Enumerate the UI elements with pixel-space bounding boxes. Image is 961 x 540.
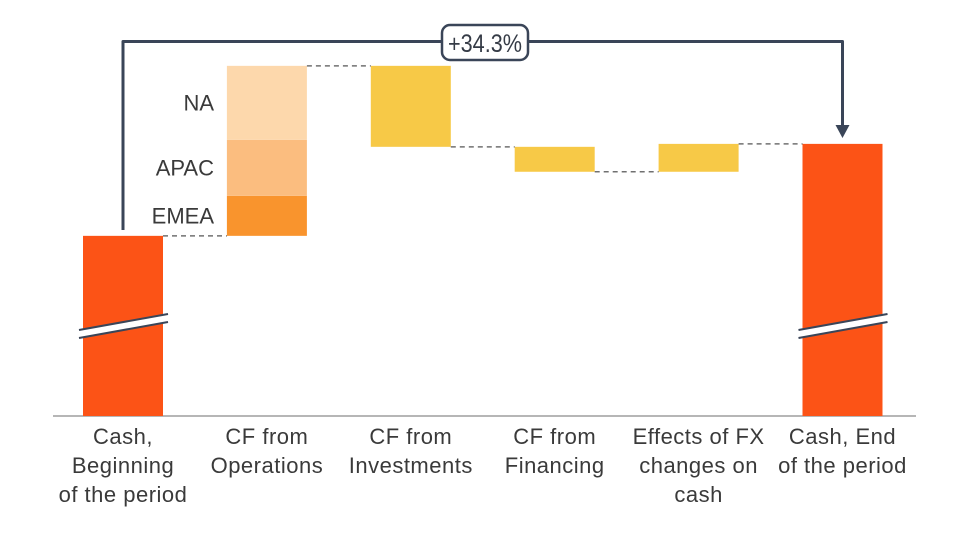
bar-effects-of-fx-changes-on-cash [658, 143, 739, 172]
axis-break-line [78, 321, 169, 339]
bar-segment-na [226, 65, 307, 140]
axis-break-band [79, 314, 168, 338]
segment-label-emea: EMEA [152, 203, 215, 228]
bar-cash-end-of-the-period [802, 143, 883, 416]
segment-label-na: NA [183, 90, 214, 115]
category-label-cash-beginning-of-the-period: Beginning [72, 453, 174, 478]
category-label-effects-of-fx-changes-on-cash: Effects of FX [633, 424, 765, 449]
category-label-cash-beginning-of-the-period: of the period [59, 482, 188, 507]
axis-break-band [798, 314, 888, 338]
category-label-cash-beginning-of-the-period: Cash, [93, 424, 153, 449]
category-label-cf-from-investments: CF from [369, 424, 452, 449]
category-label-cf-from-operations: Operations [211, 453, 324, 478]
category-label-cf-from-financing: CF from [513, 424, 596, 449]
category-label-cf-from-financing: Financing [505, 453, 605, 478]
segment-label-apac: APAC [156, 155, 214, 180]
category-label-cf-from-investments: Investments [349, 453, 473, 478]
axis-break-line [798, 313, 888, 331]
category-label-cf-from-operations: CF from [225, 424, 308, 449]
category-label-effects-of-fx-changes-on-cash: changes on [639, 453, 758, 478]
category-label-effects-of-fx-changes-on-cash: cash [674, 482, 722, 507]
axis-break-line [78, 313, 169, 331]
bar-cf-from-financing [514, 146, 595, 172]
change-label-box [440, 23, 530, 62]
change-label: +34.3% [448, 30, 522, 58]
category-label-cash-end-of-the-period: of the period [778, 453, 907, 478]
bar-segment-apac [226, 139, 307, 196]
bar-segment-emea [226, 195, 307, 236]
change-arrow-head [835, 125, 850, 138]
axis-break-line [798, 321, 888, 339]
category-label-cash-end-of-the-period: Cash, End [789, 424, 896, 449]
bar-cf-from-investments [370, 65, 451, 147]
